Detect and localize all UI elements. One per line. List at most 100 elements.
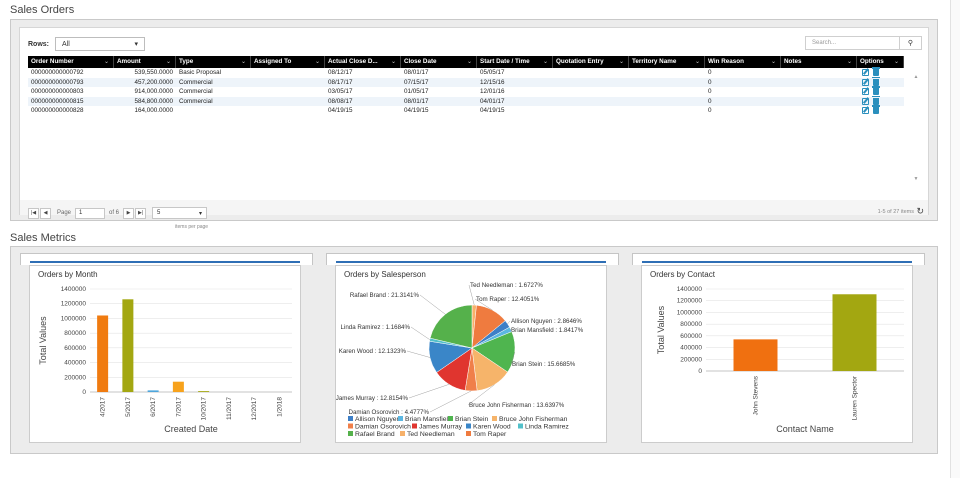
row-options — [857, 95, 904, 107]
legend-entry: Tom Raper — [473, 431, 507, 438]
pie-slice — [429, 304, 473, 349]
column-menu-icon[interactable]: ⌄ — [618, 59, 624, 65]
prev-page-button[interactable]: ◀ — [40, 207, 51, 219]
y-tick-label: 0 — [698, 368, 702, 375]
column-menu-icon[interactable]: ⌄ — [165, 59, 171, 65]
column-header[interactable]: Territory Name ⌄ — [629, 56, 705, 68]
column-header[interactable]: Options ⌄ — [857, 56, 904, 68]
leader-line — [468, 284, 475, 306]
column-menu-icon[interactable]: ⌄ — [240, 59, 246, 65]
card-tab — [632, 253, 925, 265]
search-input[interactable]: Search... — [805, 36, 900, 50]
chart-title: Orders by Salesperson — [344, 270, 426, 279]
leader-line — [406, 350, 431, 358]
refresh-icon[interactable]: ↻ — [916, 206, 924, 216]
cell-start: 04/19/15 — [480, 107, 505, 114]
x-axis-label: Contact Name — [776, 424, 834, 434]
x-axis-label: Created Date — [164, 424, 218, 434]
edit-icon[interactable] — [862, 97, 869, 105]
last-page-button[interactable]: ▶| — [135, 207, 147, 219]
right-scroll-strip[interactable] — [950, 0, 960, 478]
cell-assigned — [251, 78, 325, 88]
bar — [97, 315, 109, 392]
orders-by-month-card: Orders by Month 1400000 1200000 1000000 800… — [29, 265, 301, 443]
column-header[interactable]: Win Reason ⌄ — [705, 56, 781, 68]
row-options — [857, 105, 904, 116]
last-page-icon: ▶| — [137, 210, 144, 216]
leader-line — [467, 384, 495, 406]
table-row[interactable]: 000000000000815 584,800.0000 Commercial 08/… — [28, 95, 904, 107]
sales-orders-panel: Rows: All ▾ Search... ⚲ Order Number ⌄ Amo… — [10, 19, 938, 230]
cell-amount: 164,000.0000 — [134, 107, 173, 114]
column-menu-icon[interactable]: ⌄ — [314, 59, 320, 65]
y-tick-label: 400000 — [64, 360, 86, 367]
column-menu-icon[interactable]: ⌄ — [542, 59, 548, 65]
cell-win: 0 — [708, 69, 712, 76]
column-header[interactable]: Start Date / Time ⌄ — [477, 56, 553, 68]
column-menu-icon[interactable]: ⌄ — [846, 59, 852, 65]
y-tick-label: 400000 — [680, 345, 702, 352]
column-header[interactable]: Notes ⌄ — [781, 56, 857, 68]
cell-quote — [553, 87, 629, 97]
column-menu-icon[interactable]: ⌄ — [893, 59, 899, 65]
page-size-select[interactable]: 5 ▾ — [152, 207, 208, 219]
scroll-up-icon[interactable]: ▲ — [913, 74, 919, 80]
column-menu-icon[interactable]: ⌄ — [694, 59, 700, 65]
column-header[interactable]: Order Number ⌄ — [28, 56, 114, 68]
edit-icon[interactable] — [862, 107, 869, 115]
cell-notes — [781, 87, 857, 97]
cell-type: Basic Proposal — [179, 69, 221, 76]
column-menu-icon[interactable]: ⌄ — [466, 59, 472, 65]
column-header[interactable]: Type ⌄ — [176, 56, 251, 68]
next-page-button[interactable]: ▶ — [123, 207, 135, 219]
edit-icon[interactable] — [862, 88, 869, 96]
legend-entry: Brian Stein — [455, 416, 488, 423]
table-row[interactable]: 000000000000803 914,000.0000 Commercial 03/… — [28, 86, 904, 97]
pager-summary: 1-5 of 27 items — [877, 209, 914, 215]
column-menu-icon[interactable]: ⌄ — [770, 59, 776, 65]
trash-icon[interactable] — [872, 76, 880, 86]
caret-down-icon: ▾ — [134, 41, 138, 48]
sales-orders-title: Sales Orders — [10, 4, 75, 16]
column-header[interactable]: Actual Close D... ⌄ — [325, 56, 401, 68]
column-header[interactable]: Quotation Entry ⌄ — [553, 56, 629, 68]
trash-icon[interactable] — [872, 105, 880, 115]
items-per-page-label: items per page — [175, 224, 209, 230]
column-header[interactable]: Assigned To ⌄ — [251, 56, 325, 68]
column-header[interactable]: Amount ⌄ — [114, 56, 176, 68]
cell-order: 000000000000815 — [31, 97, 84, 105]
slice-label: Linda Ramirez : 1.1684% — [341, 324, 411, 331]
scroll-down-icon[interactable]: ▼ — [913, 176, 919, 182]
table-row[interactable]: 000000000000792 539,550.0000 Basic Proposa… — [28, 67, 904, 78]
cell-quote — [553, 97, 629, 107]
column-header[interactable]: Close Date ⌄ — [401, 56, 477, 68]
trash-icon[interactable] — [872, 86, 880, 96]
cell-amount: 584,800.0000 — [134, 97, 173, 105]
trash-icon[interactable] — [872, 67, 880, 77]
table-row[interactable]: 000000000000828 164,000.0000 04/19/15 04/19… — [28, 105, 904, 116]
column-menu-icon[interactable]: ⌄ — [390, 59, 396, 65]
column-menu-icon[interactable]: ⌄ — [103, 59, 109, 65]
cell-amount: 914,000.0000 — [134, 88, 173, 95]
first-page-button[interactable]: |◀ — [28, 207, 39, 219]
leader-line — [509, 329, 511, 331]
cell-actual-close: 08/12/17 — [328, 69, 353, 76]
first-page-icon: |◀ — [30, 210, 37, 216]
x-tick-label: 1/2018 — [276, 397, 283, 417]
legend-entry: Damian Osorovich — [355, 424, 411, 431]
cell-close: 07/15/17 — [404, 78, 429, 86]
trash-icon[interactable] — [872, 95, 880, 105]
rows-select[interactable]: All ▾ — [55, 37, 145, 51]
page-size-value: 5 — [157, 210, 161, 216]
bar — [832, 294, 877, 371]
edit-icon[interactable] — [862, 78, 869, 86]
page-input[interactable]: 1 — [75, 207, 106, 219]
table-row[interactable]: 000000000000793 457,200.0000 Commercial 08/… — [28, 76, 904, 88]
edit-icon[interactable] — [862, 69, 869, 77]
search-button[interactable]: ⚲ — [900, 36, 922, 50]
column-header-label: Quotation Entry — [556, 58, 604, 65]
y-tick-label: 0 — [82, 389, 86, 396]
cell-order: 000000000000793 — [31, 78, 84, 86]
orders-by-contact-chart: 1400000 1200000 1000000 800000 600000 400000 2… — [656, 286, 904, 434]
